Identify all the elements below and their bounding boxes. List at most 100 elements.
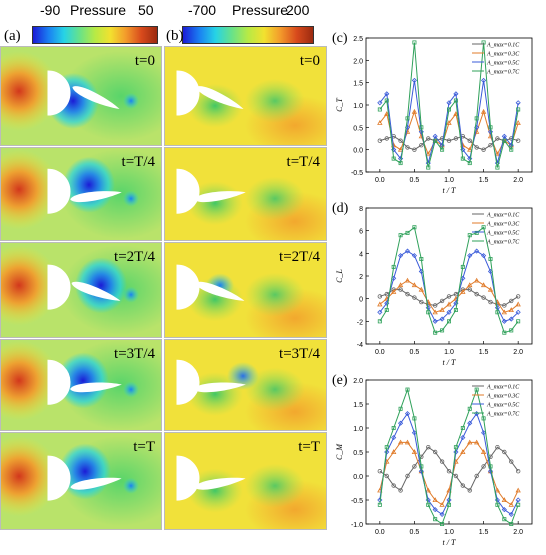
data-point xyxy=(377,319,382,324)
data-point xyxy=(377,294,383,299)
x-axis-label: t / T xyxy=(443,358,456,367)
legend-label: A_max=0.7C xyxy=(486,70,520,76)
time-label: t=T/4 xyxy=(286,154,320,170)
data-point xyxy=(480,449,487,454)
data-point xyxy=(411,77,417,83)
data-point xyxy=(446,309,452,315)
data-point xyxy=(384,136,389,141)
panel-letter: (d) xyxy=(332,201,349,216)
y-tick-label: -0.5 xyxy=(351,170,363,177)
x-tick-label: 0.0 xyxy=(375,177,385,184)
legend-label: A_max=0.3C xyxy=(486,52,520,58)
data-point xyxy=(509,298,514,304)
data-point xyxy=(384,308,389,313)
field-panel-a-2: t=2T/4 xyxy=(0,242,162,338)
y-tick-label: 2 xyxy=(359,274,363,281)
data-point xyxy=(390,289,397,294)
field-panel-a-1: t=T/4 xyxy=(0,147,162,241)
data-point xyxy=(460,435,466,441)
data-point xyxy=(391,264,396,269)
panel-b-letter: (b) xyxy=(166,28,184,44)
y-tick-label: -0.5 xyxy=(351,498,363,505)
data-point xyxy=(508,511,514,517)
field-panel-b-3: t=3T/4 xyxy=(164,339,327,431)
data-point xyxy=(481,77,487,83)
data-point xyxy=(481,253,487,259)
time-label: t=T/4 xyxy=(121,154,155,170)
data-point xyxy=(453,91,459,97)
series-line xyxy=(379,446,519,492)
data-point xyxy=(391,435,397,441)
x-tick-label: 1.0 xyxy=(444,349,454,356)
data-point xyxy=(509,521,514,526)
data-point xyxy=(474,116,479,121)
time-label: t=2T/4 xyxy=(114,249,155,265)
time-label: t=3T/4 xyxy=(114,346,155,362)
data-point xyxy=(439,501,445,507)
data-point xyxy=(488,142,493,148)
legend-label: A_max=0.7C xyxy=(486,240,520,246)
data-point xyxy=(412,464,417,469)
data-point xyxy=(440,521,445,526)
data-point xyxy=(481,416,486,421)
data-point xyxy=(488,299,493,305)
legend-label: A_max=0.5C xyxy=(486,403,520,409)
data-point xyxy=(474,248,480,254)
x-tick-label: 1.5 xyxy=(479,349,489,356)
data-point xyxy=(377,138,383,143)
data-point xyxy=(439,459,445,464)
data-point xyxy=(398,233,403,238)
y-tick-label: -1.0 xyxy=(351,522,363,529)
data-point xyxy=(473,439,480,445)
data-point xyxy=(432,507,438,513)
data-point xyxy=(453,136,459,141)
data-point xyxy=(460,483,466,488)
x-tick-label: 0.0 xyxy=(375,529,385,536)
data-point xyxy=(377,120,383,125)
data-point xyxy=(446,294,452,299)
y-tick-label: -4 xyxy=(357,342,363,349)
data-point xyxy=(501,133,507,139)
y-tick-label: 1.0 xyxy=(353,426,363,433)
data-point xyxy=(432,318,438,324)
data-point xyxy=(384,445,389,450)
data-point xyxy=(502,330,507,335)
data-point xyxy=(440,147,445,152)
data-point xyxy=(467,420,473,426)
data-point xyxy=(460,426,465,431)
series-line xyxy=(379,441,519,506)
data-point xyxy=(426,310,431,315)
data-point xyxy=(495,444,500,450)
data-point xyxy=(404,411,411,417)
data-point xyxy=(460,264,465,269)
data-point xyxy=(377,502,382,507)
data-point xyxy=(405,230,410,235)
data-point xyxy=(474,145,479,150)
data-point xyxy=(480,282,487,288)
data-point xyxy=(480,108,487,114)
data-point xyxy=(432,309,438,315)
y-tick-label: 2.0 xyxy=(353,378,363,385)
data-point xyxy=(515,120,521,125)
data-point xyxy=(405,291,410,297)
data-point xyxy=(418,468,424,474)
data-point xyxy=(446,468,452,474)
data-point xyxy=(377,107,382,112)
data-point xyxy=(453,473,459,479)
data-point xyxy=(509,328,514,333)
x-axis-label: t / T xyxy=(443,538,456,547)
data-point xyxy=(488,125,493,130)
series-line xyxy=(379,412,519,516)
data-point xyxy=(404,277,411,283)
data-point xyxy=(467,287,472,292)
data-point xyxy=(398,406,403,411)
data-point xyxy=(453,308,458,313)
data-point xyxy=(391,483,396,488)
data-point xyxy=(516,502,521,507)
data-point xyxy=(467,406,472,411)
y-axis-label: C_M xyxy=(335,443,344,460)
series-line xyxy=(379,110,519,156)
data-point xyxy=(502,517,507,522)
data-point xyxy=(412,40,417,45)
data-point xyxy=(439,511,445,517)
